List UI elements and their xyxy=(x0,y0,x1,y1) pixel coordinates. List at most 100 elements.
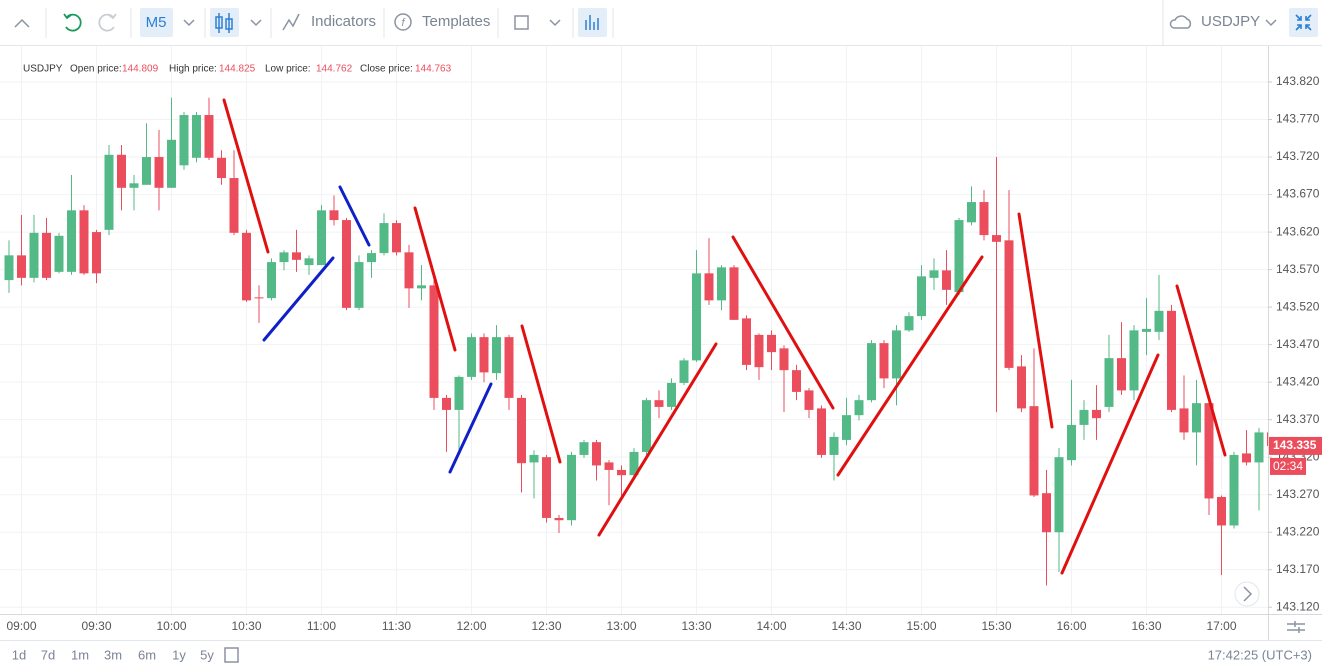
x-tick-label: 16:00 xyxy=(1056,619,1086,633)
trend-line[interactable] xyxy=(413,206,457,352)
calendar-button[interactable] xyxy=(514,15,529,30)
candles xyxy=(4,97,1268,586)
y-tick-label: 143.820 xyxy=(1276,74,1320,88)
candle-body xyxy=(592,442,601,466)
fullscreen-button[interactable] xyxy=(1289,8,1318,37)
x-tick-label: 10:00 xyxy=(156,619,186,633)
trend-line[interactable] xyxy=(222,98,270,254)
candle-body xyxy=(1229,454,1239,526)
calendar-dropdown[interactable] xyxy=(549,19,561,27)
candle-body xyxy=(479,337,489,373)
candle-body xyxy=(254,297,264,299)
chart-type-button[interactable] xyxy=(210,8,239,37)
candle-body xyxy=(1154,310,1164,332)
chart-type-dropdown[interactable] xyxy=(250,19,262,27)
candle-body xyxy=(1242,453,1251,463)
legend-low-label: Low price: xyxy=(265,64,311,75)
candle-body xyxy=(1192,403,1201,433)
candle-body xyxy=(379,223,389,254)
clock: 17:42:25 (UTC+3) xyxy=(1208,647,1312,662)
candle-body xyxy=(842,415,851,440)
candle-body xyxy=(67,210,76,272)
trend-line[interactable] xyxy=(597,342,718,537)
legend-open-label: Open price: xyxy=(70,64,122,75)
templates-button[interactable]: Templates xyxy=(422,13,490,30)
legend-low: 144.762 xyxy=(316,64,353,75)
trend-line[interactable] xyxy=(262,256,335,342)
scroll-right-button[interactable] xyxy=(1234,581,1260,607)
axis-settings-button[interactable] xyxy=(1287,621,1305,633)
range-button[interactable]: 1y xyxy=(172,647,186,662)
y-tick-label: 143.620 xyxy=(1276,224,1320,238)
bottom-bar: 17:42:25 (UTC+3) 1d 7d 1m 3m 6m 1y 5y xyxy=(0,640,1322,663)
y-tick-label: 143.420 xyxy=(1276,374,1320,388)
legend-high-label: High price: xyxy=(169,64,217,75)
candle-body xyxy=(79,210,89,274)
candle-body xyxy=(217,157,226,179)
trend-line[interactable] xyxy=(1060,353,1160,575)
trend-line[interactable] xyxy=(448,382,493,474)
candle-body xyxy=(554,517,564,521)
candle-body xyxy=(854,400,864,416)
symbol-dropdown[interactable] xyxy=(1265,19,1277,27)
redo-button[interactable] xyxy=(98,13,117,32)
undo-button[interactable] xyxy=(63,13,82,32)
trend-line[interactable] xyxy=(338,185,371,247)
candle-body xyxy=(1142,328,1151,332)
candle-body xyxy=(567,454,576,521)
candle-body xyxy=(617,469,626,476)
candle-body xyxy=(1267,432,1268,446)
timeframe-dropdown[interactable] xyxy=(183,19,195,27)
candle-body xyxy=(979,202,989,236)
trend-line[interactable] xyxy=(836,255,984,477)
price-axis: 143.820 143.770 143.720 143.670 143.620 143.5… xyxy=(1268,74,1322,613)
last-price-badge xyxy=(1269,436,1322,455)
x-tick-label: 15:00 xyxy=(906,619,936,633)
range-button[interactable]: 1d xyxy=(12,647,26,662)
candle-body xyxy=(17,255,26,278)
candle-body xyxy=(929,270,939,278)
indicators-button[interactable]: Indicators xyxy=(311,13,376,30)
drawings xyxy=(222,98,1227,575)
candle-body xyxy=(1079,409,1089,425)
trend-line[interactable] xyxy=(520,324,562,464)
candle-body xyxy=(1167,310,1176,410)
timeframe-button[interactable] xyxy=(140,8,173,37)
candle-body xyxy=(92,232,101,274)
symbol-button[interactable]: USDJPY xyxy=(1201,13,1260,30)
range-button[interactable]: 5y xyxy=(200,647,214,662)
candle-body xyxy=(604,462,614,470)
trend-line[interactable] xyxy=(731,235,835,410)
candle-body xyxy=(767,334,776,353)
range-button[interactable]: 1m xyxy=(71,647,89,662)
candle-body xyxy=(792,370,801,392)
trend-line[interactable] xyxy=(1175,284,1227,457)
candle-body xyxy=(417,285,426,289)
x-tick-label: 09:30 xyxy=(81,619,111,633)
candle-body xyxy=(742,318,751,365)
date-range-button[interactable] xyxy=(224,647,239,663)
candle-icon xyxy=(215,16,223,29)
range-button[interactable]: 6m xyxy=(138,647,156,662)
y-tick-label: 143.670 xyxy=(1276,187,1320,201)
candle-body xyxy=(542,457,551,518)
candle-body xyxy=(504,337,514,398)
collapse-button[interactable] xyxy=(14,18,30,28)
candle-body xyxy=(292,252,301,260)
candle-body xyxy=(692,273,701,361)
candle-body xyxy=(179,115,189,166)
timeframe-label: M5 xyxy=(146,14,167,31)
legend-high: 144.825 xyxy=(219,64,256,75)
y-tick-label: 143.770 xyxy=(1276,112,1320,126)
x-tick-label: 12:00 xyxy=(456,619,486,633)
candle-body xyxy=(267,262,276,299)
x-tick-label: 09:00 xyxy=(6,619,36,633)
trend-line[interactable] xyxy=(1017,212,1054,429)
legend-symbol: USDJPY xyxy=(23,64,63,75)
candle-body xyxy=(1179,408,1189,433)
volume-button[interactable] xyxy=(578,8,607,37)
countdown-label: 02:34 xyxy=(1273,459,1303,473)
range-button[interactable]: 7d xyxy=(41,647,55,662)
y-tick-label: 143.470 xyxy=(1276,337,1320,351)
range-button[interactable]: 3m xyxy=(104,647,122,662)
